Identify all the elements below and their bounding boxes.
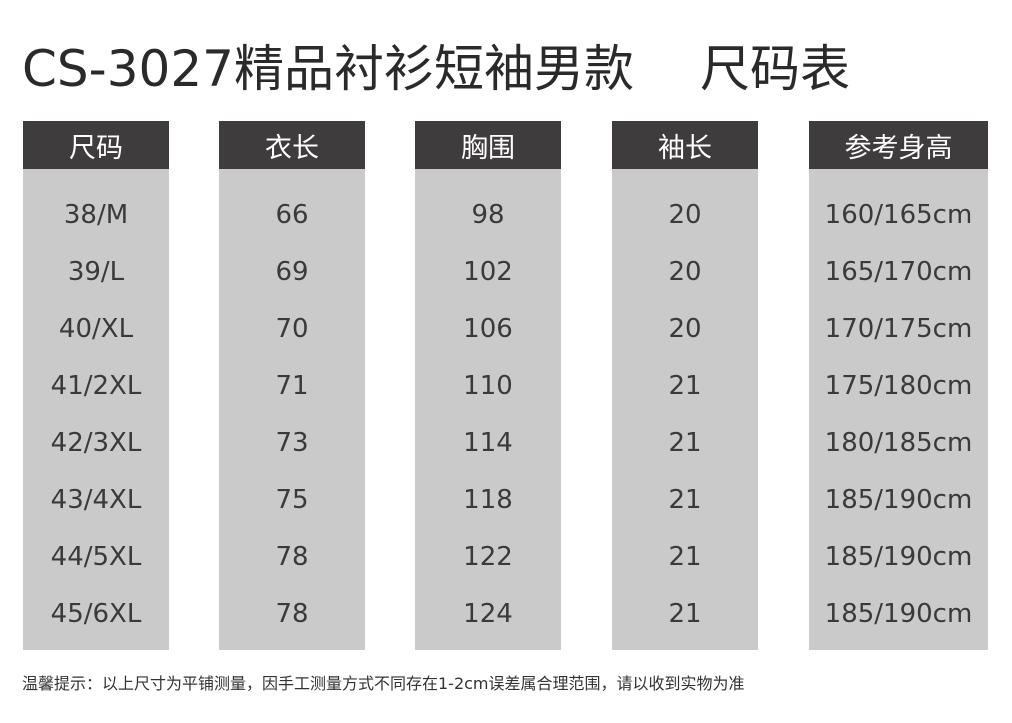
column-size: 尺码 38/M 39/L 40/XL 41/2XL 42/3XL 43/4XL … xyxy=(23,121,169,650)
column-header: 尺码 xyxy=(23,121,169,169)
table-cell: 42/3XL xyxy=(50,428,142,458)
table-cell: 20 xyxy=(668,314,702,345)
table-cell: 78 xyxy=(275,541,309,572)
table-cell: 122 xyxy=(463,541,513,572)
table-cell: 185/190cm xyxy=(824,484,973,515)
table-cell: 40/XL xyxy=(58,314,134,345)
column-header: 胸围 xyxy=(415,121,561,169)
table-cell: 170/175cm xyxy=(824,314,973,345)
table-cell: 21 xyxy=(668,484,702,515)
table-cell: 73 xyxy=(275,428,309,458)
page-title: CS-3027精品衬衫短袖男款 尺码表 xyxy=(22,30,850,100)
column-length: 衣长 66 69 70 71 73 75 78 78 xyxy=(219,121,365,650)
column-height: 参考身高 160/165cm 165/170cm 170/175cm 175/1… xyxy=(809,121,988,650)
table-cell: 45/6XL xyxy=(50,598,142,629)
column-chest: 胸围 98 102 106 110 114 118 122 124 xyxy=(415,121,561,650)
table-cell: 175/180cm xyxy=(824,371,973,402)
table-cell: 185/190cm xyxy=(824,598,973,629)
table-cell: 20 xyxy=(668,257,702,288)
table-cell: 165/170cm xyxy=(824,257,973,288)
table-cell: 78 xyxy=(275,598,309,629)
table-cell: 75 xyxy=(275,484,309,515)
table-cell: 21 xyxy=(668,598,702,629)
table-cell: 160/165cm xyxy=(824,200,973,231)
table-cell: 110 xyxy=(463,371,513,402)
column-header: 衣长 xyxy=(219,121,365,169)
column-sleeve: 袖长 20 20 20 21 21 21 21 21 xyxy=(612,121,758,650)
table-cell: 71 xyxy=(275,371,309,402)
table-cell: 21 xyxy=(668,428,702,458)
table-cell: 43/4XL xyxy=(50,484,142,515)
product-title: CS-3027精品衬衫短袖男款 xyxy=(22,40,634,98)
table-cell: 41/2XL xyxy=(50,371,142,402)
table-cell: 98 xyxy=(471,200,505,231)
table-cell: 106 xyxy=(463,314,513,345)
table-cell: 102 xyxy=(463,257,513,288)
table-cell: 70 xyxy=(275,314,309,345)
table-cell: 118 xyxy=(463,484,513,515)
table-cell: 124 xyxy=(463,598,513,629)
table-cell: 39/L xyxy=(67,257,125,288)
measurement-note: 温馨提示：以上尺寸为平铺测量，因手工测量方式不同存在1-2cm误差属合理范围，请… xyxy=(22,674,745,693)
table-cell: 21 xyxy=(668,541,702,572)
table-cell: 38/M xyxy=(63,200,129,231)
table-cell: 185/190cm xyxy=(824,541,973,572)
table-cell: 69 xyxy=(275,257,309,288)
table-cell: 21 xyxy=(668,371,702,402)
table-cell: 180/185cm xyxy=(824,428,973,458)
column-header: 袖长 xyxy=(612,121,758,169)
table-cell: 66 xyxy=(275,200,309,231)
table-cell: 44/5XL xyxy=(50,541,142,572)
column-header: 参考身高 xyxy=(809,121,988,169)
table-cell: 114 xyxy=(463,428,513,458)
table-cell: 20 xyxy=(668,200,702,231)
size-chart-title: 尺码表 xyxy=(699,40,850,98)
